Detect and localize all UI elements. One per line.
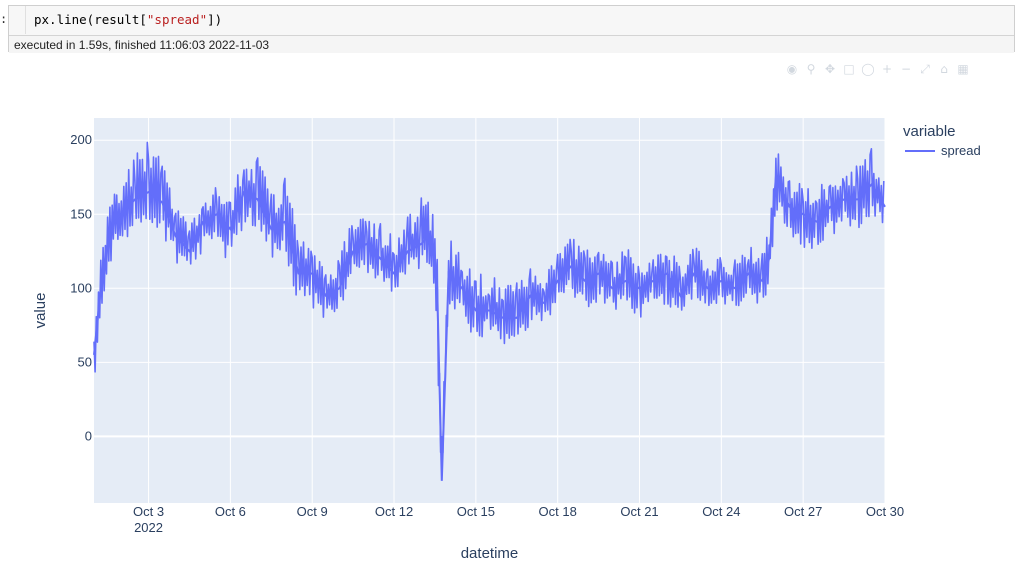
series-spread: [93, 173, 886, 481]
x-tick-label: Oct 21: [620, 504, 658, 519]
x-tick-label: Oct 3: [133, 504, 164, 519]
x-axis-title: datetime: [461, 545, 519, 562]
y-tick-label: 200: [70, 132, 92, 147]
plotly-modebar: ◉ ⚲ ✥ □ ◯ + − ⤢ ⌂ ▦: [785, 62, 970, 78]
series-spread-noise: [93, 141, 885, 454]
code-text: px.line(result["spread"]): [34, 12, 222, 27]
y-tick-label: 150: [70, 206, 92, 221]
y-tick-label: 50: [78, 354, 92, 369]
legend-item-spread[interactable]: spread: [941, 143, 981, 158]
autoscale-icon[interactable]: ⤢: [920, 62, 930, 76]
x-tick-label: Oct 27: [784, 504, 822, 519]
code-suffix: ]): [207, 12, 223, 27]
zoom-out-icon[interactable]: −: [900, 62, 912, 76]
cell-prompt: :: [0, 12, 8, 26]
x-tick-label: Oct 24: [702, 504, 740, 519]
execution-status-text: executed in 1.59s, finished 11:06:03 202…: [14, 38, 270, 52]
x-tick-year-label: 2022: [134, 520, 163, 535]
x-tick-label: Oct 18: [539, 504, 577, 519]
y-tick-labels: 0 50 100 150 200: [70, 132, 92, 443]
reset-axes-icon[interactable]: ⌂: [940, 62, 948, 76]
x-tick-label: Oct 12: [375, 504, 413, 519]
y-tick-label: 0: [85, 428, 92, 443]
zoom-icon[interactable]: ⚲: [806, 62, 816, 76]
grid-lines: [94, 118, 886, 503]
code-string: "spread": [146, 12, 208, 27]
x-tick-label: Oct 15: [457, 504, 495, 519]
y-tick-label: 100: [70, 280, 92, 295]
series-spread-line: [93, 173, 886, 481]
zoom-in-icon[interactable]: +: [881, 62, 893, 76]
x-tick-labels: Oct 3 Oct 6 Oct 9 Oct 12 Oct 15 Oct 18 Oct 21 O…: [133, 504, 904, 535]
pan-icon[interactable]: ✥: [824, 62, 836, 76]
x-tick-label: Oct 6: [215, 504, 246, 519]
box-select-icon[interactable]: □: [843, 62, 855, 76]
x-tick-label: Oct 30: [866, 504, 904, 519]
plotly-logo-icon[interactable]: ▦: [957, 62, 969, 76]
code-editor[interactable]: px.line(result["spread"]): [25, 6, 1014, 34]
y-axis-title: value: [32, 293, 49, 329]
x-tick-label: Oct 9: [297, 504, 328, 519]
code-cell[interactable]: px.line(result["spread"]) executed in 1.…: [8, 5, 1015, 53]
legend-title: variable: [903, 123, 956, 140]
camera-icon[interactable]: ◉: [786, 62, 798, 76]
lasso-icon[interactable]: ◯: [861, 62, 875, 76]
series-spread-range: [93, 141, 885, 454]
code-prefix: px.line(result[: [34, 12, 147, 27]
execution-status-bar: executed in 1.59s, finished 11:06:03 202…: [9, 35, 1014, 53]
